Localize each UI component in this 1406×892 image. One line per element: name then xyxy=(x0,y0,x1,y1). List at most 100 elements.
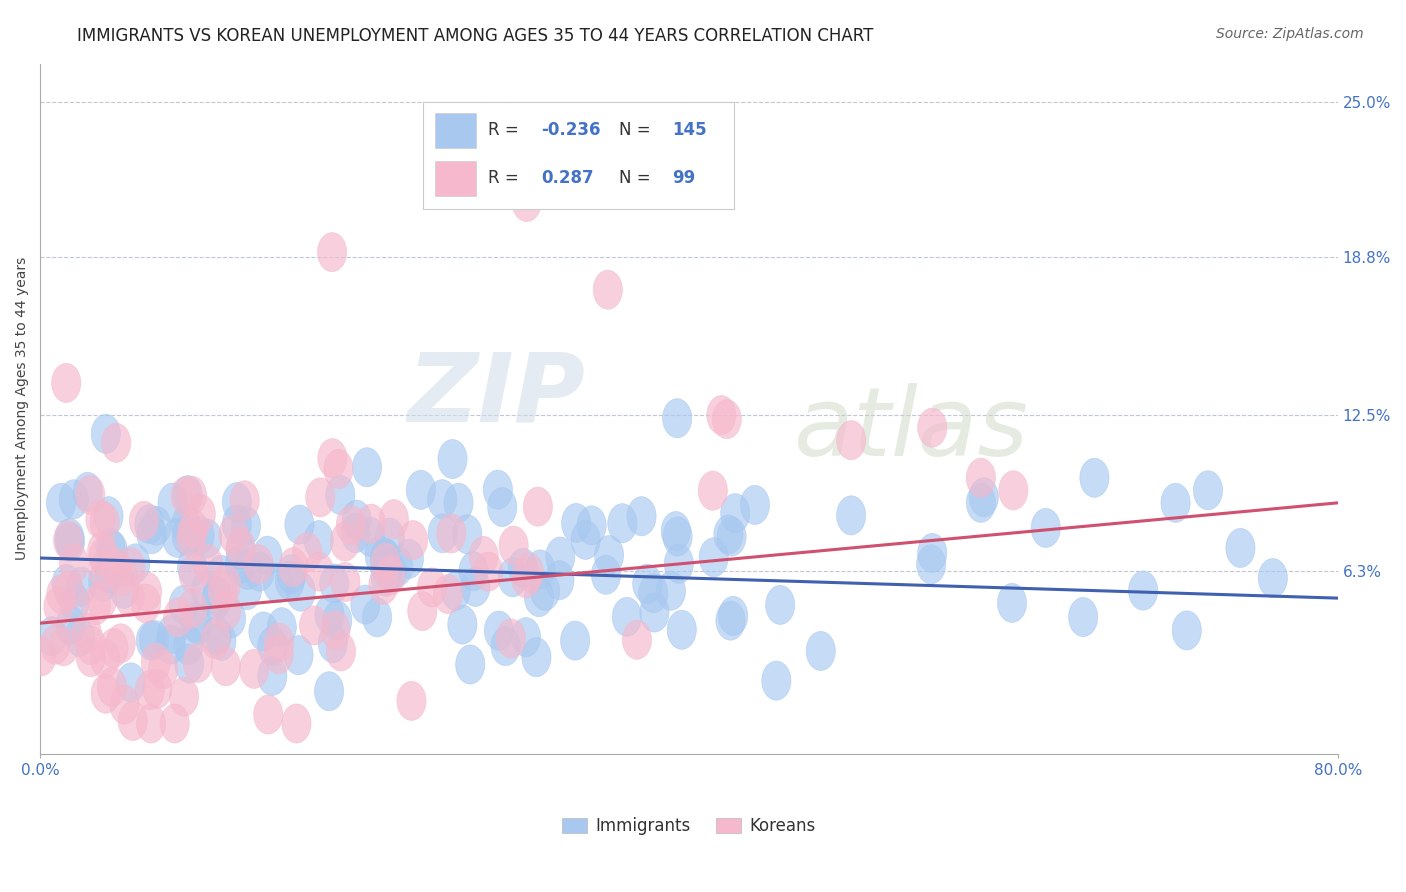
Ellipse shape xyxy=(55,522,84,561)
Ellipse shape xyxy=(249,612,278,651)
Ellipse shape xyxy=(212,591,240,630)
Text: IMMIGRANTS VS KOREAN UNEMPLOYMENT AMONG AGES 35 TO 44 YEARS CORRELATION CHART: IMMIGRANTS VS KOREAN UNEMPLOYMENT AMONG … xyxy=(77,27,873,45)
Ellipse shape xyxy=(53,521,83,560)
Ellipse shape xyxy=(191,571,221,610)
Ellipse shape xyxy=(263,564,292,603)
Ellipse shape xyxy=(135,671,165,710)
Ellipse shape xyxy=(86,500,115,539)
Ellipse shape xyxy=(101,423,131,462)
Ellipse shape xyxy=(257,626,287,665)
Ellipse shape xyxy=(322,601,352,640)
Ellipse shape xyxy=(183,606,212,645)
Ellipse shape xyxy=(115,577,145,616)
Ellipse shape xyxy=(444,483,474,523)
Ellipse shape xyxy=(357,504,385,543)
Ellipse shape xyxy=(969,478,998,516)
Ellipse shape xyxy=(474,552,503,591)
Ellipse shape xyxy=(284,636,314,674)
Ellipse shape xyxy=(139,620,169,659)
Ellipse shape xyxy=(530,571,560,610)
Ellipse shape xyxy=(330,563,360,601)
Ellipse shape xyxy=(427,480,457,519)
Ellipse shape xyxy=(89,537,118,576)
Ellipse shape xyxy=(377,552,406,591)
Ellipse shape xyxy=(160,704,190,743)
Ellipse shape xyxy=(371,538,399,577)
Ellipse shape xyxy=(179,555,208,593)
Ellipse shape xyxy=(65,617,94,657)
Ellipse shape xyxy=(163,518,191,558)
Ellipse shape xyxy=(917,545,946,584)
Ellipse shape xyxy=(627,497,657,536)
Ellipse shape xyxy=(837,496,866,535)
Ellipse shape xyxy=(89,562,118,601)
Ellipse shape xyxy=(319,564,349,603)
Ellipse shape xyxy=(522,638,551,677)
Ellipse shape xyxy=(59,544,89,583)
Ellipse shape xyxy=(129,501,159,541)
Ellipse shape xyxy=(491,626,520,665)
Text: ZIP: ZIP xyxy=(408,349,585,442)
Ellipse shape xyxy=(177,547,207,586)
Ellipse shape xyxy=(90,502,120,541)
Ellipse shape xyxy=(721,493,749,533)
Ellipse shape xyxy=(76,638,105,677)
Ellipse shape xyxy=(232,507,260,546)
Ellipse shape xyxy=(121,544,150,583)
Ellipse shape xyxy=(183,643,212,682)
Ellipse shape xyxy=(998,471,1028,510)
Ellipse shape xyxy=(432,157,460,196)
Ellipse shape xyxy=(299,606,329,645)
Ellipse shape xyxy=(264,634,294,673)
Ellipse shape xyxy=(132,572,162,611)
Ellipse shape xyxy=(592,555,620,594)
Ellipse shape xyxy=(232,571,262,609)
Ellipse shape xyxy=(202,580,231,619)
Ellipse shape xyxy=(46,574,76,614)
Ellipse shape xyxy=(115,548,145,587)
Ellipse shape xyxy=(806,632,835,671)
Ellipse shape xyxy=(172,505,201,544)
Ellipse shape xyxy=(174,644,204,683)
Ellipse shape xyxy=(1069,598,1098,637)
Ellipse shape xyxy=(96,528,125,567)
Ellipse shape xyxy=(370,539,399,578)
Ellipse shape xyxy=(52,363,80,402)
Ellipse shape xyxy=(110,685,139,724)
Ellipse shape xyxy=(607,504,637,543)
Ellipse shape xyxy=(44,587,73,626)
Ellipse shape xyxy=(136,704,166,743)
Ellipse shape xyxy=(321,611,350,649)
Ellipse shape xyxy=(177,476,207,516)
Ellipse shape xyxy=(837,421,866,459)
Ellipse shape xyxy=(72,614,101,652)
Ellipse shape xyxy=(662,399,692,438)
Ellipse shape xyxy=(264,623,294,662)
Ellipse shape xyxy=(512,182,541,221)
Ellipse shape xyxy=(546,537,575,576)
Ellipse shape xyxy=(94,554,124,593)
Ellipse shape xyxy=(55,518,84,558)
Ellipse shape xyxy=(73,472,103,511)
Ellipse shape xyxy=(918,533,946,573)
Ellipse shape xyxy=(91,414,121,453)
Ellipse shape xyxy=(245,552,274,591)
Ellipse shape xyxy=(76,475,105,515)
Ellipse shape xyxy=(326,632,356,671)
Ellipse shape xyxy=(713,400,741,439)
Ellipse shape xyxy=(315,595,344,634)
Ellipse shape xyxy=(718,597,748,635)
Ellipse shape xyxy=(368,566,398,605)
Ellipse shape xyxy=(342,500,371,539)
Ellipse shape xyxy=(1031,508,1060,548)
Ellipse shape xyxy=(394,540,423,578)
Ellipse shape xyxy=(1226,528,1256,567)
Text: atlas: atlas xyxy=(793,383,1028,476)
Ellipse shape xyxy=(326,475,354,515)
Ellipse shape xyxy=(699,538,728,577)
Ellipse shape xyxy=(512,558,541,598)
Ellipse shape xyxy=(315,672,343,711)
Ellipse shape xyxy=(285,505,314,544)
Ellipse shape xyxy=(169,585,198,624)
Ellipse shape xyxy=(257,657,287,696)
